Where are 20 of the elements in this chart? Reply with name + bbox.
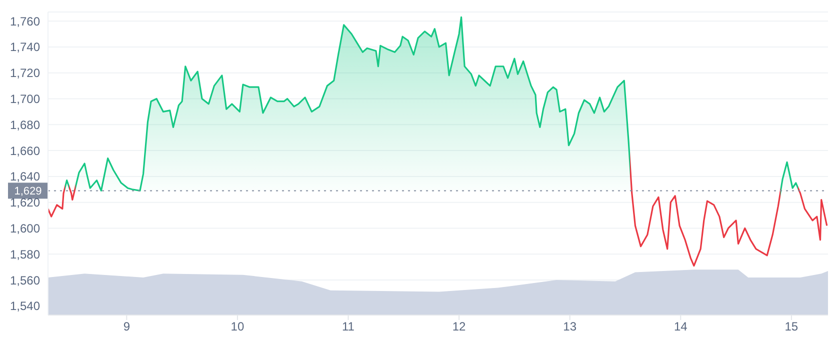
y-tick-label: 1,700 — [10, 92, 40, 106]
y-tick-label: 1,620 — [10, 196, 40, 210]
y-tick-label: 1,760 — [10, 14, 40, 28]
y-tick-label: 1,580 — [10, 247, 40, 262]
y-tick-label: 1,640 — [10, 170, 40, 184]
y-tick-label: 1,540 — [10, 299, 40, 314]
x-tick-label: 10 — [230, 320, 244, 334]
y-tick-label: 1,680 — [10, 118, 40, 132]
x-tick-label: 11 — [342, 320, 355, 334]
y-tick-label: 1,600 — [10, 222, 40, 236]
y-tick-label: 1,740 — [10, 40, 40, 54]
y-tick-label: 1,720 — [10, 66, 40, 80]
y-tick-label: 1,560 — [10, 273, 40, 288]
ref-line-label: 1,629 — [14, 186, 42, 198]
y-tick-label: 1,660 — [10, 144, 40, 158]
x-tick-label: 15 — [784, 320, 798, 334]
x-tick-label: 13 — [563, 320, 577, 334]
x-tick-label: 12 — [452, 320, 466, 334]
x-tick-label: 9 — [123, 320, 130, 334]
x-tick-label: 14 — [674, 320, 688, 334]
